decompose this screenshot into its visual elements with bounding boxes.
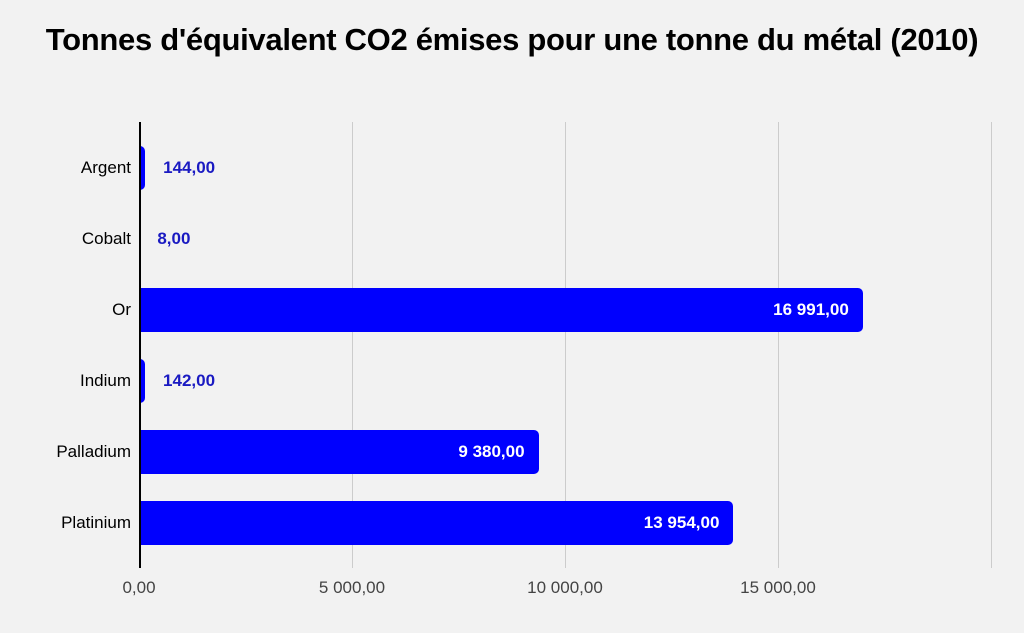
bar-value-label: 16 991,00 — [773, 299, 849, 319]
category-label-palladium: Palladium — [56, 441, 131, 461]
category-label-cobalt: Cobalt — [81, 228, 131, 248]
category-label-or: Or — [112, 299, 131, 319]
bar-value-label: 142,00 — [163, 370, 216, 390]
bar-value-label: 9 380,00 — [458, 441, 525, 461]
x-tick-label: 10 000,00 — [527, 578, 603, 597]
gridline — [564, 122, 566, 568]
plot-area: 144,00 8,00 16 991,00 142,00 9 380,00 13 954,… — [139, 122, 992, 568]
bar-value-label: 13 954,00 — [643, 512, 720, 532]
category-label-argent: Argent — [80, 158, 131, 177]
x-axis-labels: 0,00 5 000,00 10 000,00 15 000,00 — [122, 578, 991, 600]
category-label-platinium: Platinium — [61, 512, 131, 532]
x-tick-label: 15 000,00 — [740, 578, 816, 597]
y-axis-category-labels: Argent Cobalt Or Indium Palladium Platinium — [0, 122, 131, 568]
bar-indium — [139, 358, 146, 403]
bar-or: 16 991,00 — [139, 287, 863, 332]
bar-platinium: 13 954,00 — [139, 500, 734, 545]
category-label-indium: Indium — [79, 370, 131, 390]
gridline — [777, 122, 779, 568]
bar-value-label: 144,00 — [163, 158, 216, 177]
chart-title: Tonnes d'équivalent CO2 émises pour une … — [45, 22, 979, 57]
bar-value-label: 8,00 — [157, 228, 191, 248]
x-tick-label: 0,00 — [122, 578, 156, 597]
gridline — [351, 122, 353, 568]
x-tick-label: 5 000,00 — [318, 578, 386, 597]
y-axis-line — [139, 122, 141, 568]
gridline — [990, 122, 992, 568]
bar-argent — [139, 146, 146, 190]
bar-palladium: 9 380,00 — [139, 429, 539, 474]
